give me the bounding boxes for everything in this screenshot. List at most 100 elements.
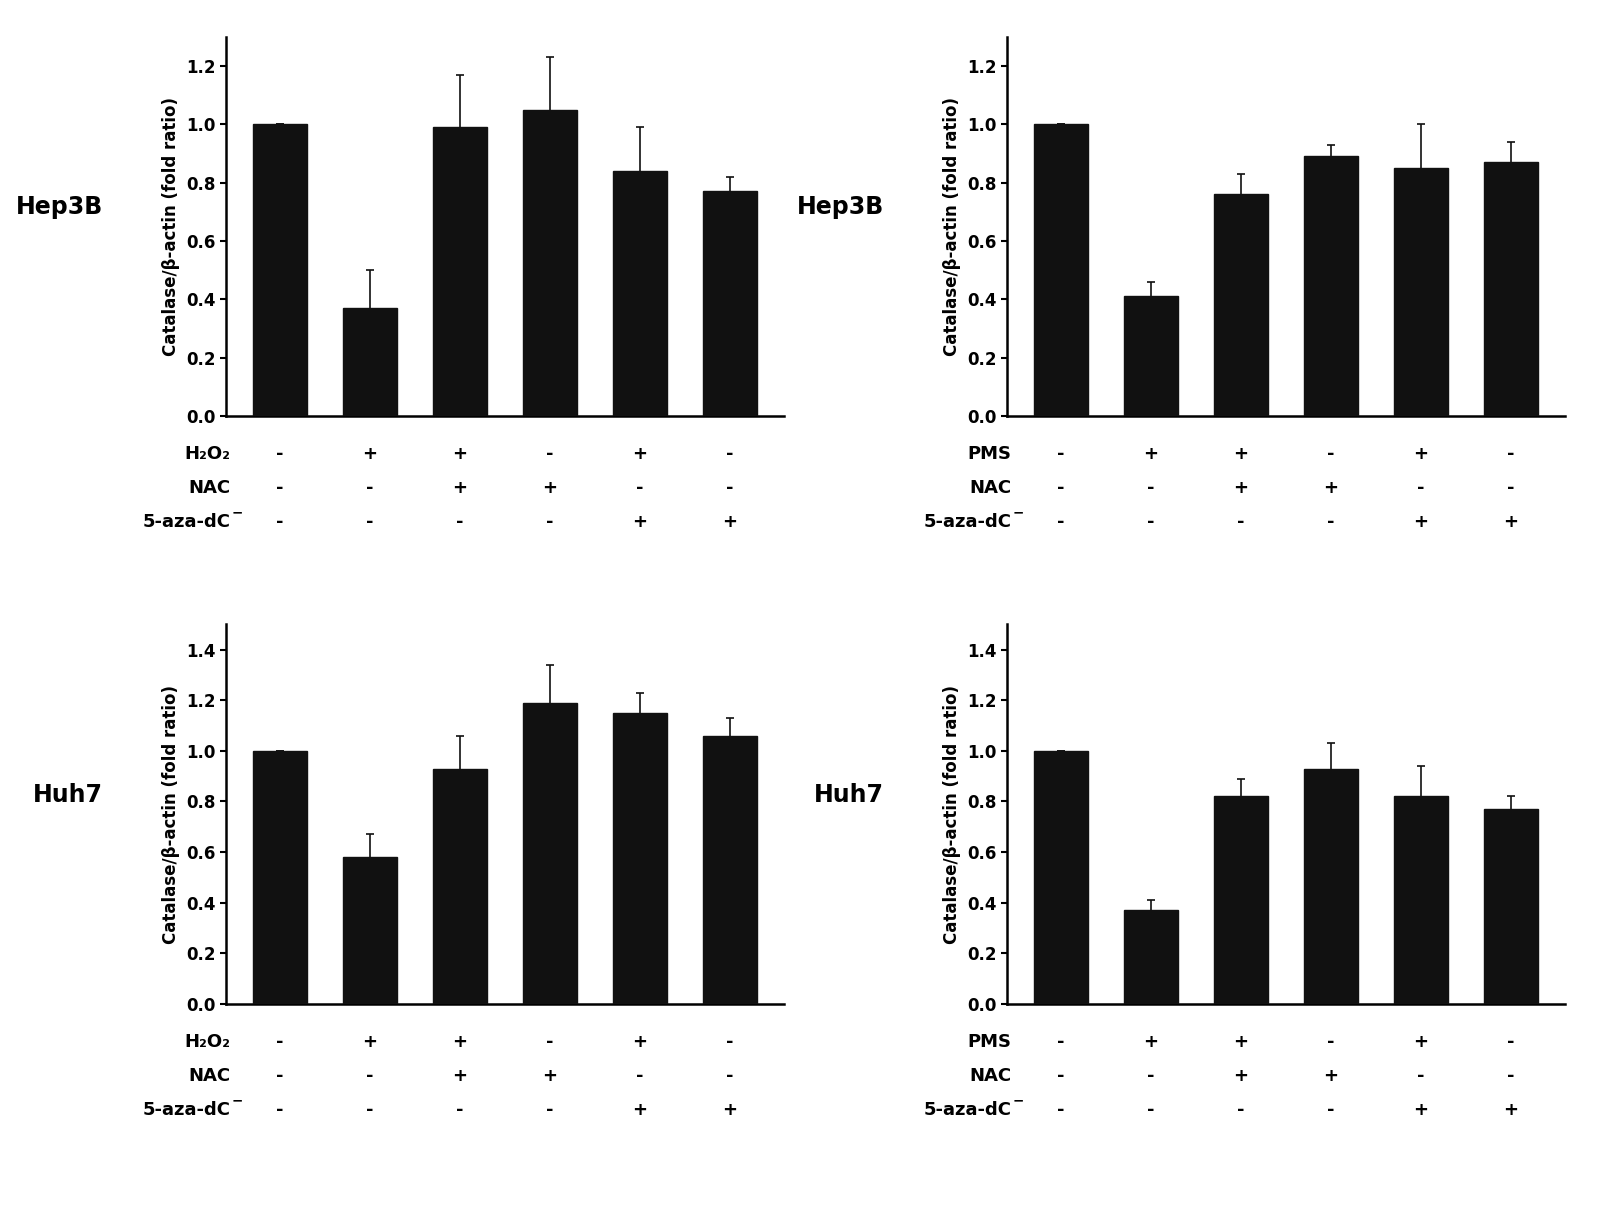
Bar [703,736,756,1004]
Y-axis label: Catalase/β-actin (fold ratio): Catalase/β-actin (fold ratio) [163,97,181,356]
Text: -: - [1057,1033,1065,1050]
Bar [613,712,666,1004]
Y-axis label: Catalase/β-actin (fold ratio): Catalase/β-actin (fold ratio) [944,684,961,944]
Text: -: - [1327,513,1334,531]
Bar [1213,797,1268,1004]
Text: +: + [1234,444,1248,463]
Bar [1303,769,1358,1004]
Text: -: - [366,479,374,497]
Text: -: - [456,1100,463,1119]
Text: -: - [1416,1067,1424,1084]
Text: +: + [632,1100,647,1119]
Text: -: - [276,1067,284,1084]
Text: −: − [1013,506,1024,520]
Text: +: + [1413,1100,1428,1119]
Text: −: − [1013,1093,1024,1108]
Text: +: + [1503,513,1518,531]
Text: -: - [1057,479,1065,497]
Text: -: - [1507,444,1515,463]
Text: -: - [1147,513,1155,531]
Text: NAC: NAC [189,479,231,497]
Text: -: - [1327,444,1334,463]
Bar [1124,296,1177,416]
Text: +: + [632,444,647,463]
Bar [253,124,306,416]
Text: +: + [1234,1033,1248,1050]
Text: Hep3B: Hep3B [16,196,103,219]
Text: -: - [366,1067,374,1084]
Text: -: - [636,479,644,497]
Y-axis label: Catalase/β-actin (fold ratio): Catalase/β-actin (fold ratio) [163,684,181,944]
Text: -: - [276,1033,284,1050]
Bar [1124,911,1177,1004]
Bar [613,171,666,416]
Text: -: - [276,479,284,497]
Text: PMS: PMS [968,444,1011,463]
Text: -: - [1507,1067,1515,1084]
Text: -: - [545,444,553,463]
Text: NAC: NAC [969,1067,1011,1084]
Text: +: + [452,444,468,463]
Text: Huh7: Huh7 [34,783,103,807]
Bar [523,703,577,1004]
Text: H₂O₂: H₂O₂ [184,444,231,463]
Text: -: - [1147,1100,1155,1119]
Y-axis label: Catalase/β-actin (fold ratio): Catalase/β-actin (fold ratio) [944,97,961,356]
Bar [344,308,397,416]
Text: +: + [632,513,647,531]
Text: -: - [726,479,734,497]
Text: 5-aza-dC: 5-aza-dC [142,513,231,531]
Text: +: + [1503,1100,1518,1119]
Text: -: - [366,1100,374,1119]
Text: -: - [1147,479,1155,497]
Bar [1034,750,1087,1004]
Text: -: - [276,513,284,531]
Text: 5-aza-dC: 5-aza-dC [923,1100,1011,1119]
Bar [344,857,397,1004]
Text: +: + [1234,479,1248,497]
Text: Hep3B: Hep3B [797,196,884,219]
Bar [1034,124,1087,416]
Bar [1213,195,1268,416]
Text: NAC: NAC [969,479,1011,497]
Text: -: - [726,444,734,463]
Text: +: + [363,444,377,463]
Text: −: − [231,506,242,520]
Text: -: - [1057,513,1065,531]
Bar [253,750,306,1004]
Text: +: + [1323,479,1339,497]
Text: +: + [1144,1033,1158,1050]
Text: -: - [545,1033,553,1050]
Text: -: - [276,444,284,463]
Text: +: + [363,1033,377,1050]
Text: +: + [452,479,468,497]
Text: -: - [1237,1100,1245,1119]
Text: -: - [456,513,463,531]
Text: +: + [1323,1067,1339,1084]
Text: +: + [452,1033,468,1050]
Bar [1303,157,1358,416]
Text: -: - [636,1067,644,1084]
Text: +: + [1144,444,1158,463]
Text: +: + [723,513,737,531]
Text: NAC: NAC [189,1067,231,1084]
Text: -: - [1327,1100,1334,1119]
Text: -: - [545,513,553,531]
Text: −: − [231,1093,242,1108]
Bar [1484,162,1537,416]
Text: -: - [1147,1067,1155,1084]
Text: -: - [1057,444,1065,463]
Text: Huh7: Huh7 [815,783,884,807]
Text: +: + [452,1067,468,1084]
Bar [1394,168,1447,416]
Bar [1394,797,1447,1004]
Text: +: + [542,479,556,497]
Text: +: + [1234,1067,1248,1084]
Text: -: - [276,1100,284,1119]
Text: -: - [1057,1100,1065,1119]
Bar [703,191,756,416]
Text: -: - [1416,479,1424,497]
Text: +: + [1413,444,1428,463]
Bar [523,110,577,416]
Text: PMS: PMS [968,1033,1011,1050]
